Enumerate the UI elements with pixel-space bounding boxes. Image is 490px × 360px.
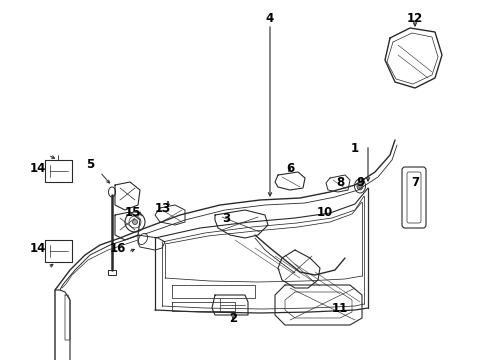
Text: 14: 14 xyxy=(30,162,46,175)
Ellipse shape xyxy=(354,179,366,193)
Text: 4: 4 xyxy=(266,12,274,24)
Text: 5: 5 xyxy=(86,158,94,171)
Text: 13: 13 xyxy=(155,202,171,215)
Ellipse shape xyxy=(125,212,145,232)
Text: 2: 2 xyxy=(229,311,237,324)
Ellipse shape xyxy=(129,216,141,228)
Text: 3: 3 xyxy=(222,211,230,225)
Text: 7: 7 xyxy=(411,176,419,189)
Text: 8: 8 xyxy=(336,176,344,189)
Ellipse shape xyxy=(132,220,138,225)
Text: 6: 6 xyxy=(286,162,294,175)
FancyBboxPatch shape xyxy=(407,172,421,223)
Text: 11: 11 xyxy=(332,302,348,315)
Text: 12: 12 xyxy=(407,12,423,24)
Text: 15: 15 xyxy=(125,207,141,220)
FancyBboxPatch shape xyxy=(402,167,426,228)
Text: 1: 1 xyxy=(351,141,359,154)
Ellipse shape xyxy=(138,233,147,244)
Text: 9: 9 xyxy=(356,176,364,189)
Text: 10: 10 xyxy=(317,207,333,220)
Text: 16: 16 xyxy=(110,242,126,255)
Ellipse shape xyxy=(357,182,363,190)
Text: 14: 14 xyxy=(30,242,46,255)
Ellipse shape xyxy=(108,187,116,197)
